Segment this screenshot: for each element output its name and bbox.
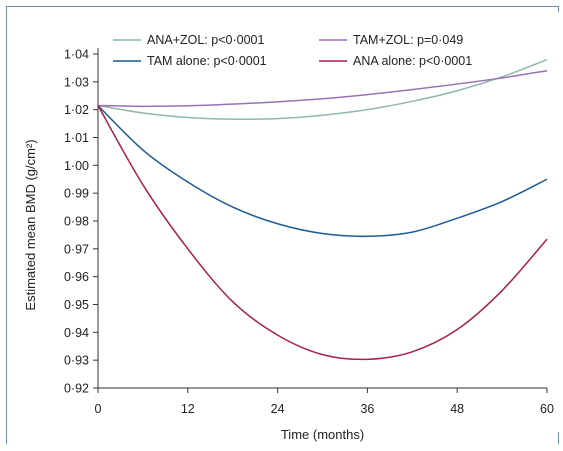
- x-tick-label: 60: [540, 402, 554, 416]
- series-line: [97, 104, 548, 238]
- series-lines: [97, 58, 548, 361]
- y-tick-label: 1·02: [64, 103, 89, 117]
- y-tick-label: 1·04: [64, 48, 89, 62]
- y-tick-label: 0·99: [64, 187, 89, 201]
- figure-frame: [6, 6, 559, 444]
- y-tick-label: 0·94: [64, 326, 89, 340]
- y-ticks: 0·92 0·93 0·94 0·95 0·96 0·97 0·98 0·99 1·00 1·01…: [64, 48, 98, 396]
- y-tick-label: 1·00: [64, 159, 89, 173]
- x-tick-label: 48: [450, 402, 464, 416]
- y-tick-label: 0·97: [64, 242, 89, 256]
- legend-label: ANA+ZOL: p<0·0001: [147, 33, 264, 47]
- frame-corner-top: [558, 6, 559, 12]
- series-line: [97, 58, 548, 120]
- x-tick-label: 36: [360, 402, 374, 416]
- series-line: [97, 69, 548, 108]
- y-tick-label: 0·92: [64, 382, 89, 396]
- axes: [97, 48, 547, 389]
- legend: ANA+ZOL: p<0·0001 TAM+ZOL: p=0·049 TAM alo…: [113, 33, 472, 68]
- x-axis-title: Time (months): [281, 427, 364, 442]
- x-ticks: 0 12 24 36 48 60: [95, 388, 554, 416]
- legend-label: ANA alone: p<0·0001: [353, 54, 472, 68]
- legend-label: TAM alone: p<0·0001: [147, 54, 267, 68]
- series-line: [97, 105, 548, 361]
- y-tick-label: 1·03: [64, 75, 89, 89]
- y-tick-label: 0·93: [64, 354, 89, 368]
- x-tick-label: 0: [95, 402, 102, 416]
- x-tick-label: 12: [181, 402, 195, 416]
- y-tick-label: 0·95: [64, 298, 89, 312]
- legend-label: TAM+ZOL: p=0·049: [353, 33, 463, 47]
- y-tick-label: 0·96: [64, 270, 89, 284]
- y-tick-label: 1·01: [64, 131, 89, 145]
- x-tick-label: 24: [271, 402, 285, 416]
- y-axis-title: Estimated mean BMD (g/cm²): [23, 139, 38, 310]
- y-tick-label: 0·98: [64, 215, 89, 229]
- frame-corner-bottom: [558, 432, 559, 444]
